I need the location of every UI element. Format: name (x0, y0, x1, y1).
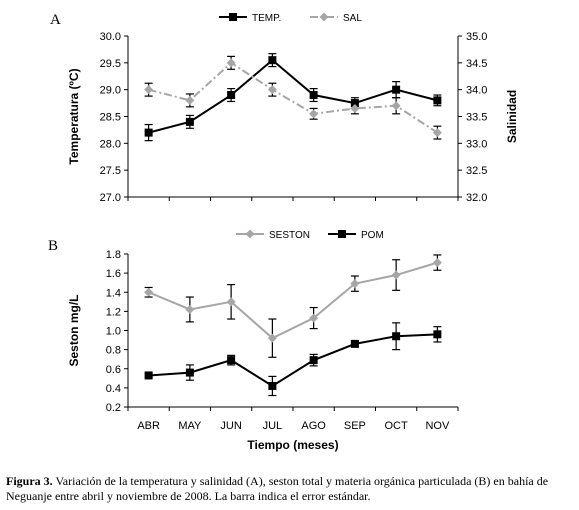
y2-tick-label: 32.0 (466, 192, 487, 204)
y-tick-label: 28.5 (100, 112, 121, 124)
y2-axis-title: Salinidad (505, 90, 519, 143)
x-tick-label: ABR (137, 420, 160, 432)
series-pom (144, 322, 442, 397)
data-point (433, 96, 442, 105)
y2-tick-label: 32.5 (466, 165, 487, 177)
series-line (148, 261, 438, 340)
y-tick-label: 1.8 (106, 249, 121, 261)
legend-entry: SAL (310, 12, 362, 24)
legend-swatch-marker (338, 230, 346, 238)
caption-text: Variación de la temperatura y salinidad … (6, 474, 549, 503)
data-point (391, 270, 401, 280)
legend-swatch-marker (229, 13, 237, 21)
figure-caption: Figura 3. Variación de la temperatura y … (6, 474, 576, 504)
legend-swatch-marker (319, 12, 329, 22)
data-point (432, 128, 442, 138)
x-tick-label: NOV (425, 420, 450, 432)
y2-tick-label: 34.0 (466, 85, 487, 97)
series-line (148, 333, 438, 388)
data-point (144, 371, 153, 380)
data-point (268, 381, 277, 390)
data-point (185, 117, 194, 126)
data-point (350, 103, 360, 113)
y-tick-label: 1.4 (106, 287, 121, 299)
legend-label: TEMP. (252, 13, 281, 24)
data-point (350, 279, 360, 289)
legend-entry: TEMP. (219, 13, 281, 24)
legend-entry: POM (328, 230, 384, 241)
legend-label: POM (361, 230, 384, 241)
data-point (350, 339, 359, 348)
y-tick-label: 1.0 (106, 326, 121, 338)
data-point (144, 287, 154, 297)
x-tick-label: JUN (220, 420, 241, 432)
data-point (226, 297, 236, 307)
chart-a: A 27.0 27.5 28.0 28.5 29.0 29.5 30.0 32.0 32.5 33.… (50, 12, 519, 204)
series-seston (144, 254, 442, 358)
data-point (226, 58, 236, 68)
legend-swatch-marker (245, 229, 255, 239)
data-point (309, 91, 318, 100)
y-tick-label: 30.0 (100, 31, 121, 43)
data-point (433, 330, 442, 339)
data-point (267, 333, 277, 343)
caption-label: Figura 3. (6, 474, 53, 488)
legend-label: SESTON (269, 230, 310, 241)
y2-tick-label: 35.0 (466, 31, 487, 43)
panel-label: B (48, 238, 58, 254)
chart-b: B 0.2 0.4 0.6 0.8 1.0 1.2 1.4 1.6 1.8 ABR MAY JUN JUL… (48, 229, 459, 452)
y-tick-label: 1.6 (106, 268, 121, 280)
y2-tick-label: 33.0 (466, 138, 487, 150)
x-axis-title: Tiempo (meses) (247, 438, 338, 452)
x-tick-label: OCT (385, 420, 409, 432)
data-point (227, 91, 236, 100)
y-axis-title: Seston mg/L (67, 294, 81, 366)
data-point (227, 356, 236, 365)
y2-tick-label: 34.5 (466, 58, 487, 70)
x-tick-label: JUL (263, 420, 283, 432)
y-tick-label: 0.8 (106, 345, 121, 357)
x-tick-label: AGO (301, 420, 326, 432)
data-point (432, 258, 442, 268)
series-sal (144, 55, 442, 140)
y-tick-label: 29.0 (100, 85, 121, 97)
data-point (309, 356, 318, 365)
series-line (148, 61, 438, 134)
data-point (309, 313, 319, 323)
y-tick-label: 0.4 (106, 383, 121, 395)
data-point (185, 304, 195, 314)
y2-tick-label: 33.5 (466, 112, 487, 124)
y-axis-title: Temperatura (ºC) (67, 68, 81, 164)
y-tick-label: 28.0 (100, 138, 121, 150)
data-point (391, 101, 401, 111)
x-tick-label: MAY (178, 420, 202, 432)
figure-canvas: A 27.0 27.5 28.0 28.5 29.0 29.5 30.0 32.0 32.5 33.… (48, 12, 519, 452)
data-point (267, 85, 277, 95)
y-tick-label: 1.2 (106, 306, 121, 318)
panel-label: A (50, 12, 61, 28)
data-point (309, 109, 319, 119)
data-point (185, 95, 195, 105)
data-point (392, 85, 401, 94)
y-tick-label: 27.0 (100, 192, 121, 204)
data-point (268, 56, 277, 65)
data-point (392, 332, 401, 341)
data-point (144, 85, 154, 95)
x-tick-label: SEP (344, 420, 366, 432)
y-tick-label: 27.5 (100, 165, 121, 177)
y-tick-label: 29.5 (100, 58, 121, 70)
y-tick-label: 0.2 (106, 402, 121, 414)
series-line (148, 58, 438, 134)
y-tick-label: 0.6 (106, 364, 121, 376)
data-point (144, 128, 153, 137)
legend-entry: SESTON (236, 229, 310, 241)
legend-label: SAL (343, 13, 362, 24)
data-point (185, 368, 194, 377)
